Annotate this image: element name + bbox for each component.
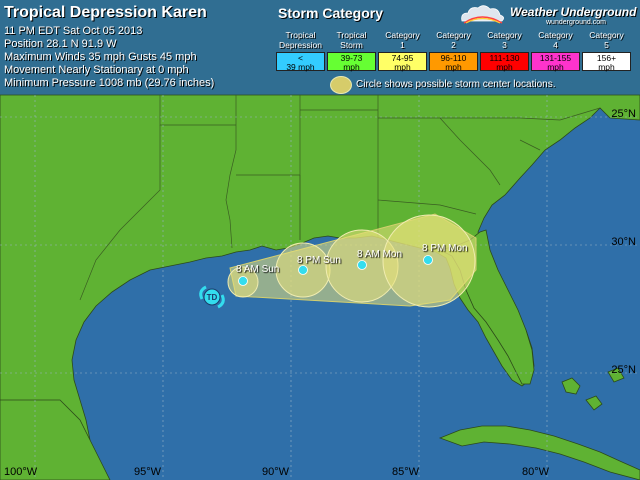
legend-cat1: Category 1 74-95 mph — [378, 30, 427, 72]
legend-ts: Tropical Storm 39-73 mph — [327, 30, 376, 72]
forecast-point-1 — [238, 276, 248, 286]
storm-pressure: Minimum Pressure 1008 mb (29.76 inches) — [4, 77, 215, 89]
legend-cat3: Category 3 111-130 mph — [480, 30, 529, 72]
legend-cat5-name: Category 5 — [589, 30, 624, 50]
legend-ts-range: 39-73 mph — [327, 52, 376, 72]
lon-label-95: 95°W — [134, 466, 162, 478]
bahamas-2 — [585, 395, 603, 411]
forecast-label-4: 8 PM Mon — [422, 243, 468, 254]
lon-label-100: 100°W — [4, 466, 38, 478]
legend-cat4-name: Category 4 — [538, 30, 573, 50]
legend-cat4: Category 4 131-155 mph — [531, 30, 580, 72]
forecast-point-4 — [423, 255, 433, 265]
legend-cat1-range: 74-95 mph — [378, 52, 427, 72]
storm-movement: Movement Nearly Stationary at 0 mph — [4, 64, 189, 76]
brand-logo: Weather Underground — [510, 5, 637, 19]
legend-cat3-range: 111-130 mph — [480, 52, 529, 72]
weather-logo-icon — [461, 5, 504, 24]
lat-label-bottom: 25°N — [611, 364, 636, 376]
cuba — [438, 425, 640, 480]
mexico — [0, 399, 111, 480]
legend-cat3-name: Category 3 — [487, 30, 522, 50]
legend-ts-name: Tropical Storm — [336, 30, 367, 50]
circle-note-icon — [330, 76, 352, 94]
legend-cat2-range: 96-110 mph — [429, 52, 478, 72]
forecast-label-2: 8 PM Sun — [297, 255, 341, 266]
forecast-point-3 — [357, 260, 367, 270]
circle-note-text: Circle shows possible storm center locat… — [356, 79, 556, 90]
legend-td-name: Tropical Depression — [279, 30, 322, 50]
forecast-label-1: 8 AM Sun — [236, 264, 280, 275]
legend-cat2: Category 2 96-110 mph — [429, 30, 478, 72]
storm-title: Tropical Depression Karen — [4, 4, 207, 21]
legend-cat2-name: Category 2 — [436, 30, 471, 50]
lon-label-80: 80°W — [522, 466, 550, 478]
storm-time: 11 PM EDT Sat Oct 05 2013 — [4, 25, 143, 37]
legend-cat4-range: 131-155 mph — [531, 52, 580, 72]
storm-position: Position 28.1 N 91.9 W — [4, 38, 117, 50]
header-shade — [0, 0, 640, 95]
legend-cat5: Category 5 156+ mph — [582, 30, 631, 72]
legend-title: Storm Category — [278, 5, 384, 21]
lon-label-90: 90°W — [262, 466, 290, 478]
storm-winds: Maximum Winds 35 mph Gusts 45 mph — [4, 51, 197, 63]
lon-label-85: 85°W — [392, 466, 420, 478]
forecast-point-2 — [298, 265, 308, 275]
bahamas-3 — [607, 367, 625, 383]
storm-code: TD — [207, 293, 218, 302]
brand-sub: wunderground.com — [546, 19, 606, 26]
legend-cat1-name: Category 1 — [385, 30, 420, 50]
legend-td: Tropical Depression <39 mph — [276, 30, 325, 72]
bahamas-1 — [561, 377, 581, 395]
current-storm-icon: TD — [199, 285, 225, 309]
legend-cat5-range: 156+ mph — [582, 52, 631, 72]
lat-label-mid: 30°N — [611, 236, 636, 248]
state-borders — [79, 95, 601, 301]
lat-label-top: 25°N — [611, 108, 636, 120]
forecast-label-3: 8 AM Mon — [357, 249, 403, 260]
legend-td-range: <39 mph — [276, 52, 325, 72]
